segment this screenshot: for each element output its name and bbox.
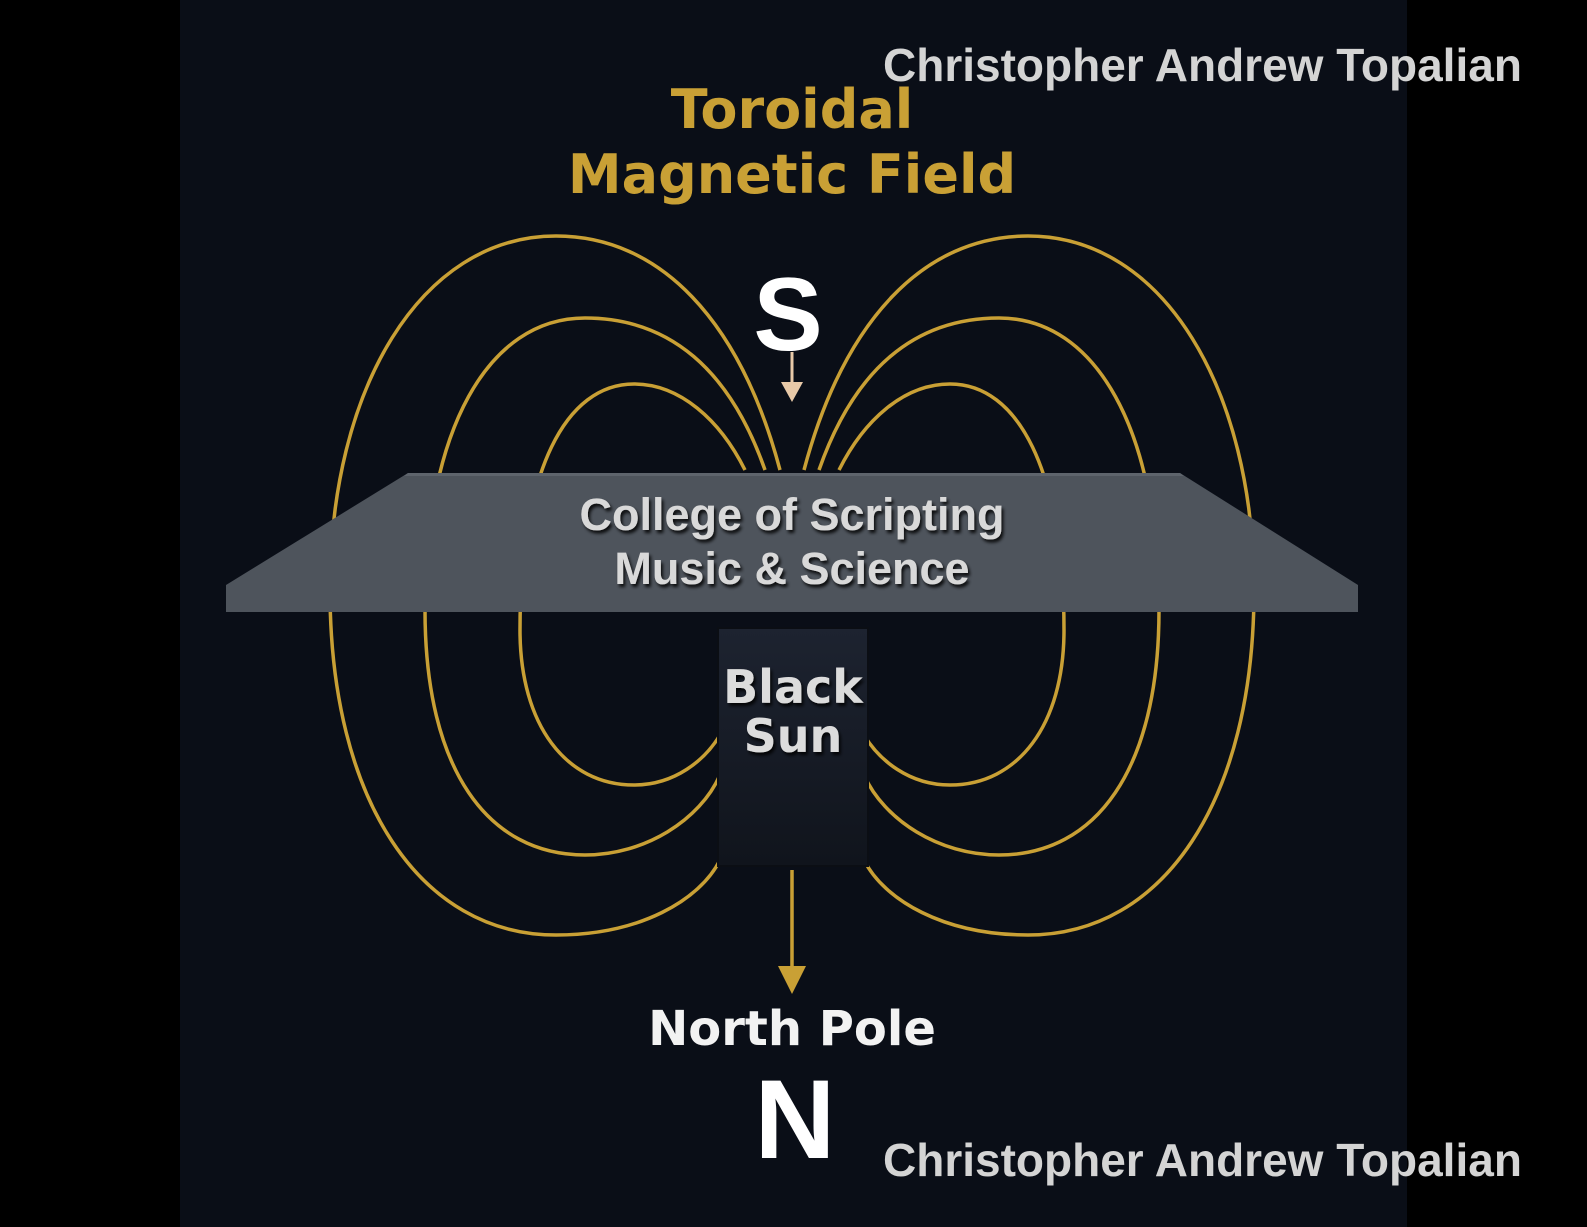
north-pole-label: N (755, 1057, 836, 1182)
core-label-line1: Black (723, 660, 864, 714)
watermark-top: Christopher Andrew Topalian (883, 39, 1522, 91)
diagram-title-line1: Toroidal (671, 78, 914, 141)
diagram-title-line2: Magnetic Field (568, 143, 1016, 206)
north-arrow-head-icon (778, 966, 806, 994)
band-label-line2: Music & Science (614, 543, 969, 594)
north-pole-caption: North Pole (648, 1001, 936, 1057)
diagram-background (180, 0, 1407, 1227)
core-label-line2: Sun (744, 709, 843, 763)
college-band (226, 473, 1358, 612)
south-pole-label: S (753, 257, 822, 373)
college-band-highlight (404, 473, 1184, 476)
watermark-bottom: Christopher Andrew Topalian (883, 1134, 1522, 1186)
band-label-line1: College of Scripting (579, 489, 1004, 540)
black-sun-core (717, 627, 869, 867)
south-arrow-head-icon (781, 382, 803, 402)
